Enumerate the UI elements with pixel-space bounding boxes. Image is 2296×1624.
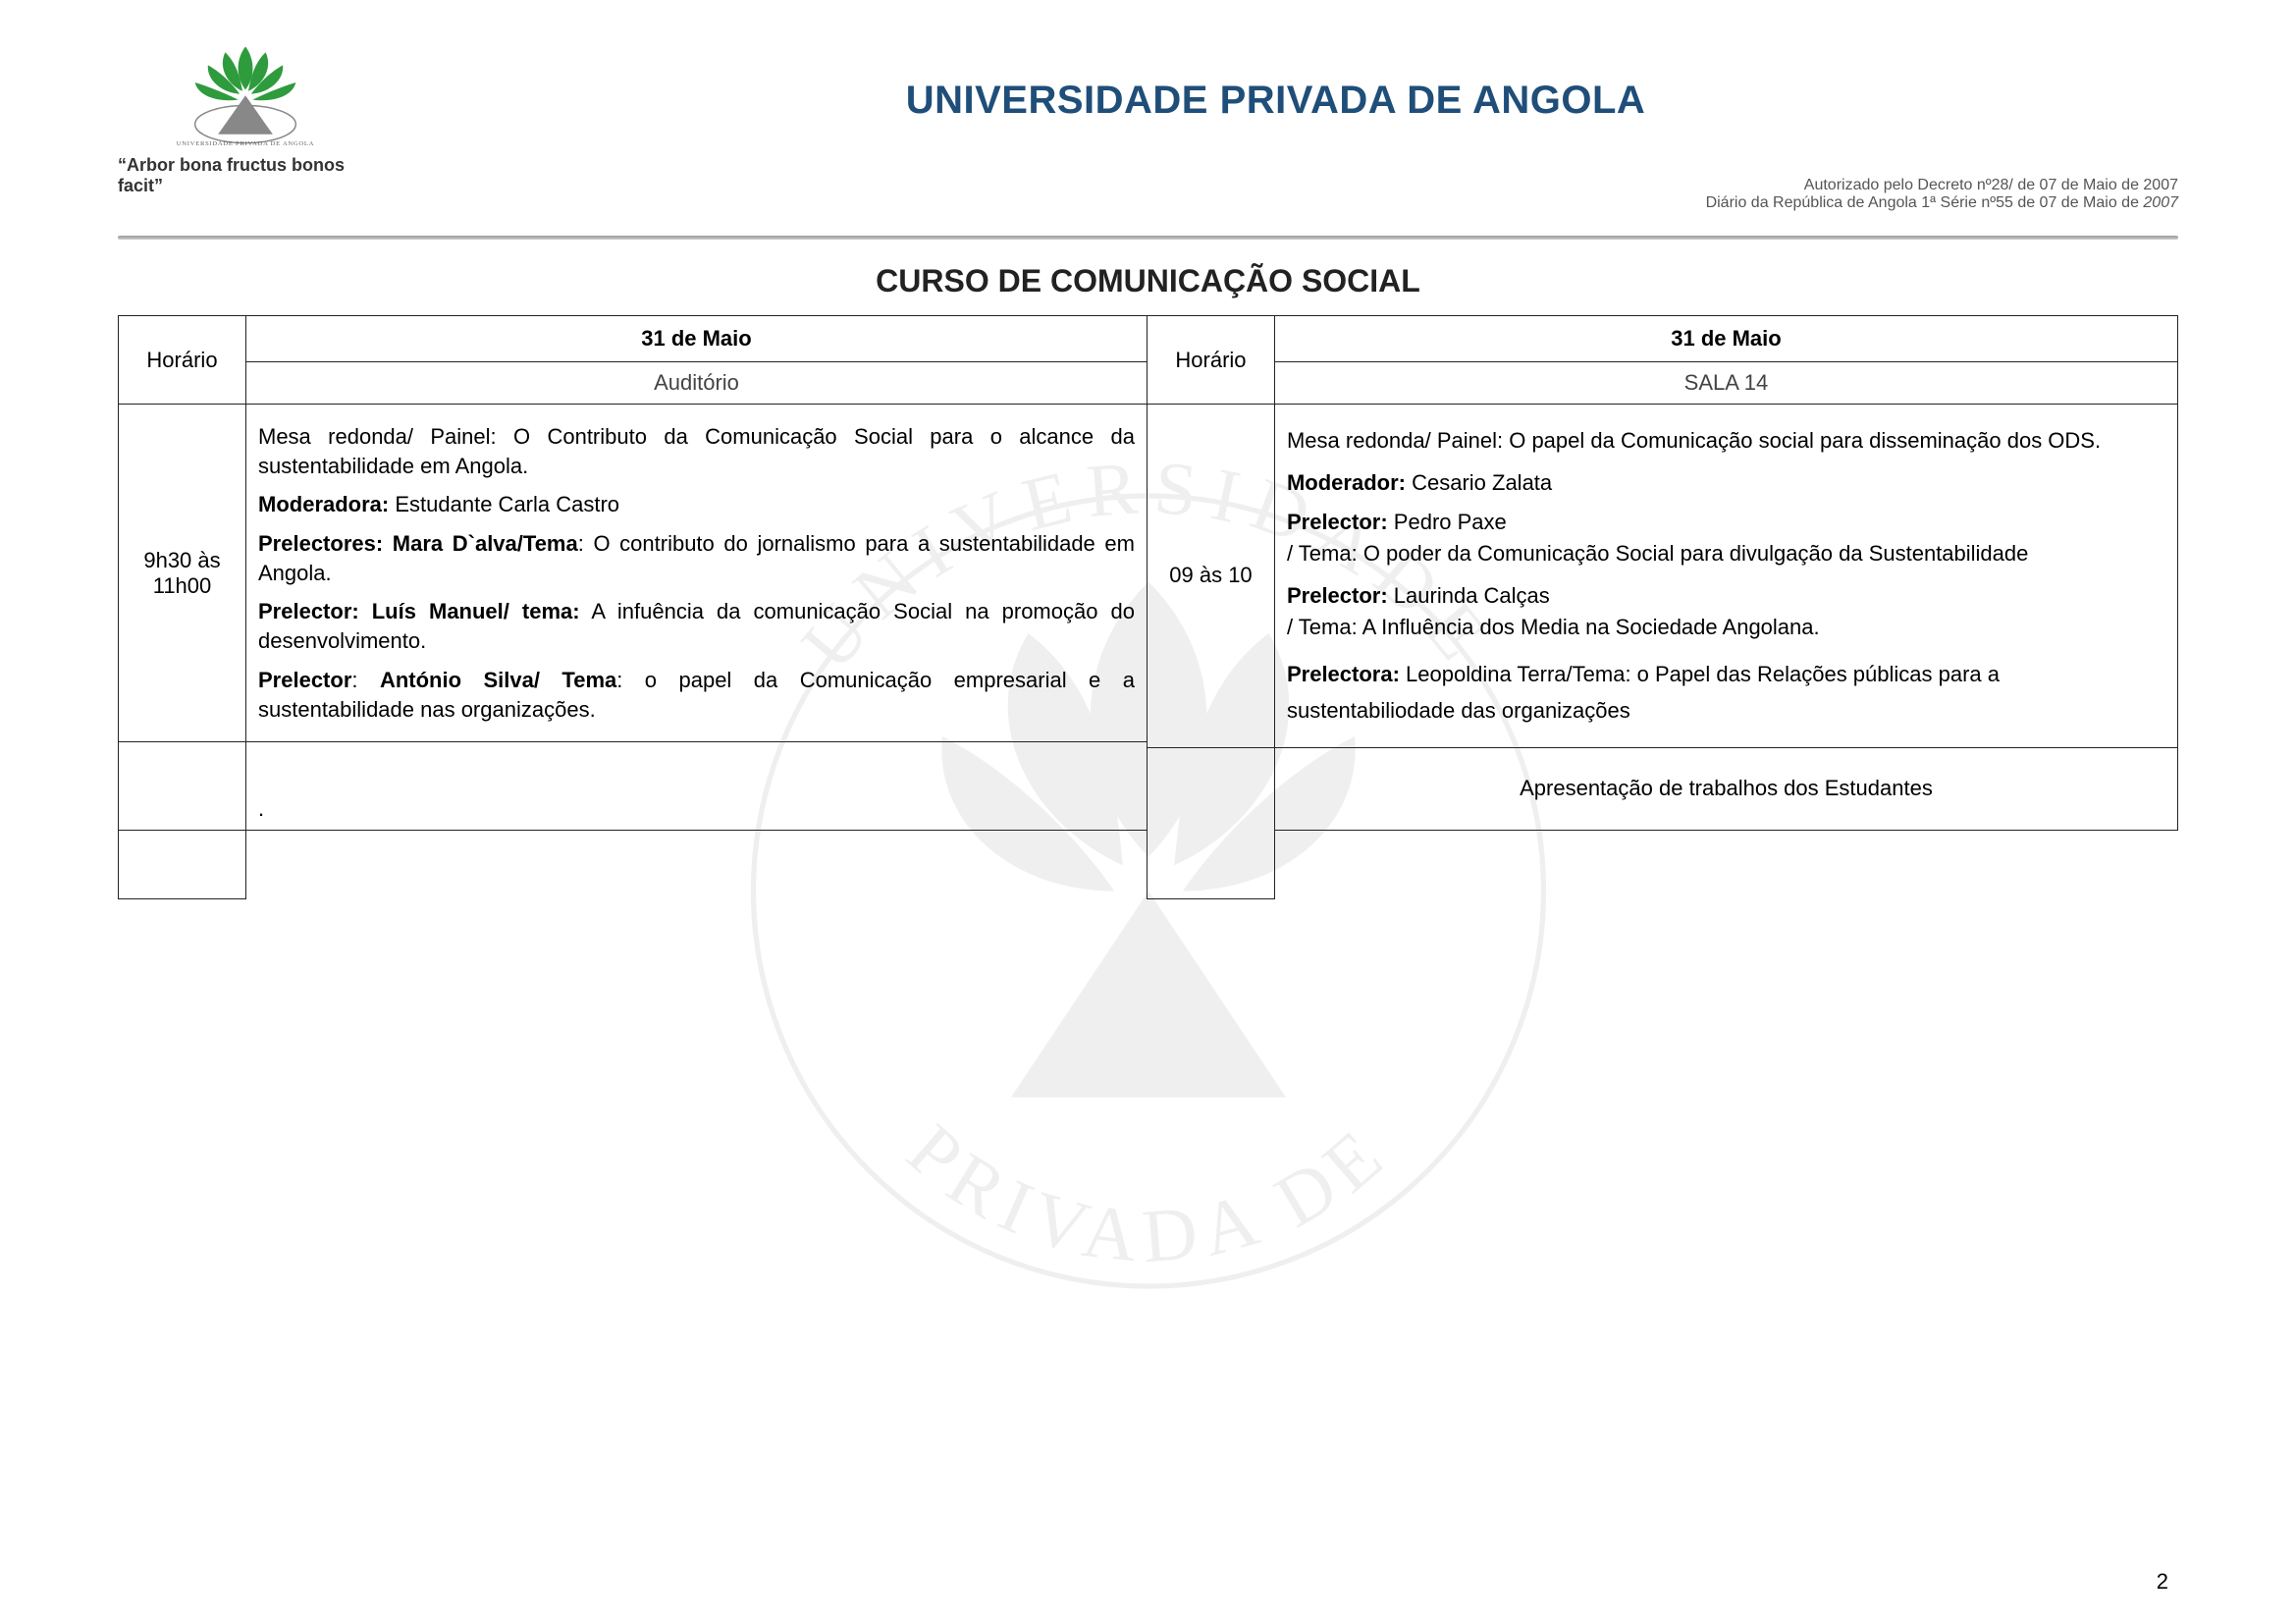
session-left: Mesa redonda/ Painel: O Contributo da Co… xyxy=(246,405,1148,742)
left-prelector-2: Prelector: Luís Manuel/ tema: A infuênci… xyxy=(258,597,1135,655)
logo-block: UNIVERSIDADE PRIVADA DE ANGOLA “Arbor bo… xyxy=(118,39,373,196)
label: Prelectores: Mara D`alva/Tema xyxy=(258,531,578,556)
right-prelector-1a: Prelector: Pedro Paxe xyxy=(1287,508,2165,537)
label: Prelectora: xyxy=(1287,662,1400,686)
value: Cesario Zalata xyxy=(1406,470,1552,495)
presentation-header: Apresentação de trabalhos dos Estudantes xyxy=(1274,747,2177,831)
time-left: 9h30 às 11h00 xyxy=(119,405,246,742)
right-prelector-2b: / Tema: A Influência dos Media na Socied… xyxy=(1287,613,2165,642)
empty-cell xyxy=(119,742,246,831)
name: António Silva/ Tema xyxy=(380,668,616,692)
left-topic: Mesa redonda/ Painel: O Contributo da Co… xyxy=(258,422,1135,480)
room-left: Auditório xyxy=(246,362,1148,405)
left-prelector-1: Prelectores: Mara D`alva/Tema: O contrib… xyxy=(258,529,1135,587)
date-header-right: 31 de Maio xyxy=(1274,316,2177,362)
empty-cell xyxy=(1147,747,1274,899)
label: Moderador: xyxy=(1287,470,1406,495)
right-prelector-3: Prelectora: Leopoldina Terra/Tema: o Pap… xyxy=(1287,656,2165,730)
footer-dot-cell: . xyxy=(246,742,1148,831)
course-title: CURSO DE COMUNICAÇÃO SOCIAL xyxy=(118,263,2178,299)
date-header-left: 31 de Maio xyxy=(246,316,1148,362)
right-prelector-1b: / Tema: O poder da Comunicação Social pa… xyxy=(1287,539,2165,568)
svg-text:UNIVERSIDADE PRIVADA DE ANG: UNIVERSIDADE PRIVADA DE ANGOLA xyxy=(177,140,314,147)
schedule-table: Horário 31 de Maio Horário 31 de Maio Au… xyxy=(118,315,2178,899)
auth-line-1: Autorizado pelo Decreto nº28/ de 07 de M… xyxy=(1706,177,2178,194)
right-moderator: Moderador: Cesario Zalata xyxy=(1287,468,2165,498)
time-right: 09 às 10 xyxy=(1147,405,1274,748)
label: Prelector: xyxy=(1287,583,1388,608)
auth-line-2: Diário da República de Angola 1ª Série n… xyxy=(1706,194,2178,212)
label: Moderadora: xyxy=(258,492,389,516)
right-prelector-2a: Prelector: Laurinda Calças xyxy=(1287,581,2165,611)
svg-text:PRIVADA DE: PRIVADA DE xyxy=(891,1108,1405,1278)
value: Estudante Carla Castro xyxy=(389,492,619,516)
page-number: 2 xyxy=(2157,1569,2168,1595)
left-prelector-3: Prelector: António Silva/ Tema: o papel … xyxy=(258,666,1135,724)
name: Pedro Paxe xyxy=(1388,510,1507,534)
name: Laurinda Calças xyxy=(1388,583,1550,608)
auth-line-2a: Diário da República de Angola 1ª Série n… xyxy=(1706,194,2144,211)
university-logo-icon: UNIVERSIDADE PRIVADA DE ANGOLA xyxy=(172,39,319,147)
label: Prelector: Luís Manuel/ tema: xyxy=(258,599,580,623)
label: Prelector: xyxy=(1287,510,1388,534)
session-right: Mesa redonda/ Painel: O papel da Comunic… xyxy=(1274,405,2177,748)
col-header-horario-right: Horário xyxy=(1147,316,1274,405)
right-topic: Mesa redonda/ Painel: O papel da Comunic… xyxy=(1287,422,2165,459)
auth-line-2b: 2007 xyxy=(2143,194,2178,211)
col-header-horario-left: Horário xyxy=(119,316,246,405)
table-row: 9h30 às 11h00 Mesa redonda/ Painel: O Co… xyxy=(119,405,2178,742)
university-title: UNIVERSIDADE PRIVADA DE ANGOLA xyxy=(373,39,2178,123)
empty-cell xyxy=(119,831,246,899)
sep: : xyxy=(351,668,380,692)
left-moderator: Moderadora: Estudante Carla Castro xyxy=(258,490,1135,519)
label: Prelector xyxy=(258,668,351,692)
authorization-text: Autorizado pelo Decreto nº28/ de 07 de M… xyxy=(1706,177,2178,212)
header: UNIVERSIDADE PRIVADA DE ANGOLA “Arbor bo… xyxy=(118,39,2178,196)
motto: “Arbor bona fructus bonos facit” xyxy=(118,155,373,196)
header-divider xyxy=(118,236,2178,240)
room-right: SALA 14 xyxy=(1274,362,2177,405)
table-row: Horário 31 de Maio Horário 31 de Maio xyxy=(119,316,2178,362)
